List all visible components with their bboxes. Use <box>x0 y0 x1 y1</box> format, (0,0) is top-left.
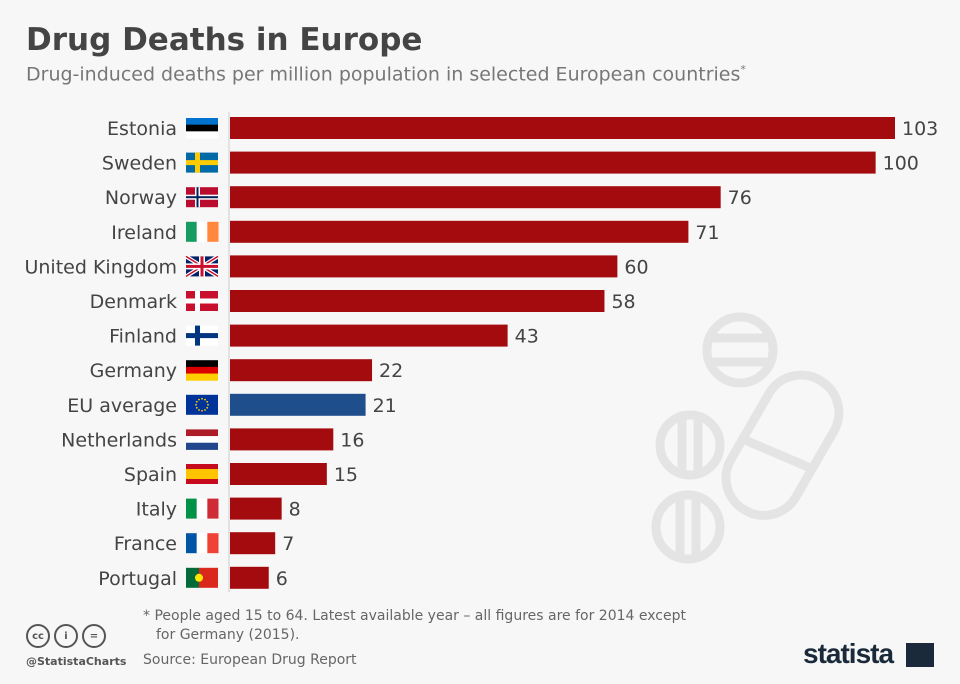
category-label: Finland <box>109 326 177 348</box>
value-label: 60 <box>624 256 648 278</box>
bar <box>230 324 508 347</box>
bar <box>230 290 605 312</box>
footnote: * People aged 15 to 64. Latest available… <box>143 607 686 645</box>
source: Source: European Drug Report <box>143 652 357 668</box>
flag-icon <box>186 325 218 346</box>
subtitle-text: Drug-induced deaths per million populati… <box>26 63 741 86</box>
flag-icon <box>186 394 218 415</box>
bar <box>230 255 618 278</box>
value-label: 16 <box>340 429 364 451</box>
bar <box>230 359 373 382</box>
category-label: Estonia <box>107 118 177 140</box>
flag-icon <box>186 118 218 139</box>
flag-icon <box>186 498 219 519</box>
bar <box>230 186 721 209</box>
cc-icon: cc <box>26 624 50 648</box>
footnote-line-2: for Germany (2015). <box>156 627 300 643</box>
category-label: Portugal <box>98 568 177 590</box>
license-icons[interactable]: cc i = <box>26 624 106 648</box>
no-derivatives-icon: = <box>82 624 106 648</box>
category-label: France <box>114 533 177 555</box>
value-label: 76 <box>728 187 752 209</box>
chart-title: Drug Deaths in Europe <box>26 22 423 58</box>
pills-watermark <box>651 312 844 564</box>
twitter-handle[interactable]: @StatistaCharts <box>26 655 127 668</box>
flag-icon <box>186 291 218 311</box>
category-label: Italy <box>136 499 177 521</box>
category-label: United Kingdom <box>24 256 177 278</box>
value-label: 43 <box>515 326 539 348</box>
category-label: EU average <box>67 395 177 417</box>
flag-icon <box>186 152 218 173</box>
bar <box>230 220 689 243</box>
flag-icon <box>186 464 218 484</box>
category-label: Spain <box>124 464 177 486</box>
category-label: Germany <box>90 360 177 382</box>
flag-icon <box>186 187 218 208</box>
value-label: 6 <box>276 568 288 590</box>
value-label: 8 <box>289 499 301 521</box>
bar <box>230 151 876 174</box>
flag-icon <box>186 429 218 450</box>
chart-subtitle: Drug-induced deaths per million populati… <box>26 63 746 85</box>
bar <box>230 532 276 555</box>
value-label: 7 <box>282 533 294 555</box>
flag-icon <box>186 567 218 588</box>
bar <box>230 393 366 416</box>
bar <box>230 117 895 139</box>
bar <box>230 566 269 589</box>
value-label: 58 <box>611 291 635 313</box>
flag-icon <box>186 533 219 554</box>
flag-icon <box>186 360 218 381</box>
attribution-icon: i <box>54 624 78 648</box>
value-label: 22 <box>379 360 403 382</box>
flag-icon <box>186 221 219 242</box>
bar <box>230 463 327 485</box>
category-label: Ireland <box>111 222 177 244</box>
bar <box>230 428 334 451</box>
footnote-line-1: * People aged 15 to 64. Latest available… <box>143 608 686 624</box>
category-label: Sweden <box>102 153 177 175</box>
subtitle-footnote-mark: * <box>740 63 746 76</box>
value-label: 71 <box>695 222 719 244</box>
statista-logo-icon <box>906 643 934 667</box>
category-label: Norway <box>105 187 177 209</box>
bar <box>230 497 282 520</box>
category-label: Denmark <box>90 291 177 313</box>
value-label: 15 <box>334 464 358 486</box>
statista-logo[interactable]: statista <box>803 638 894 669</box>
value-label: 21 <box>373 395 397 417</box>
value-label: 100 <box>883 153 919 175</box>
value-label: 103 <box>902 118 938 140</box>
flag-icon <box>184 254 220 279</box>
category-label: Netherlands <box>61 429 177 451</box>
